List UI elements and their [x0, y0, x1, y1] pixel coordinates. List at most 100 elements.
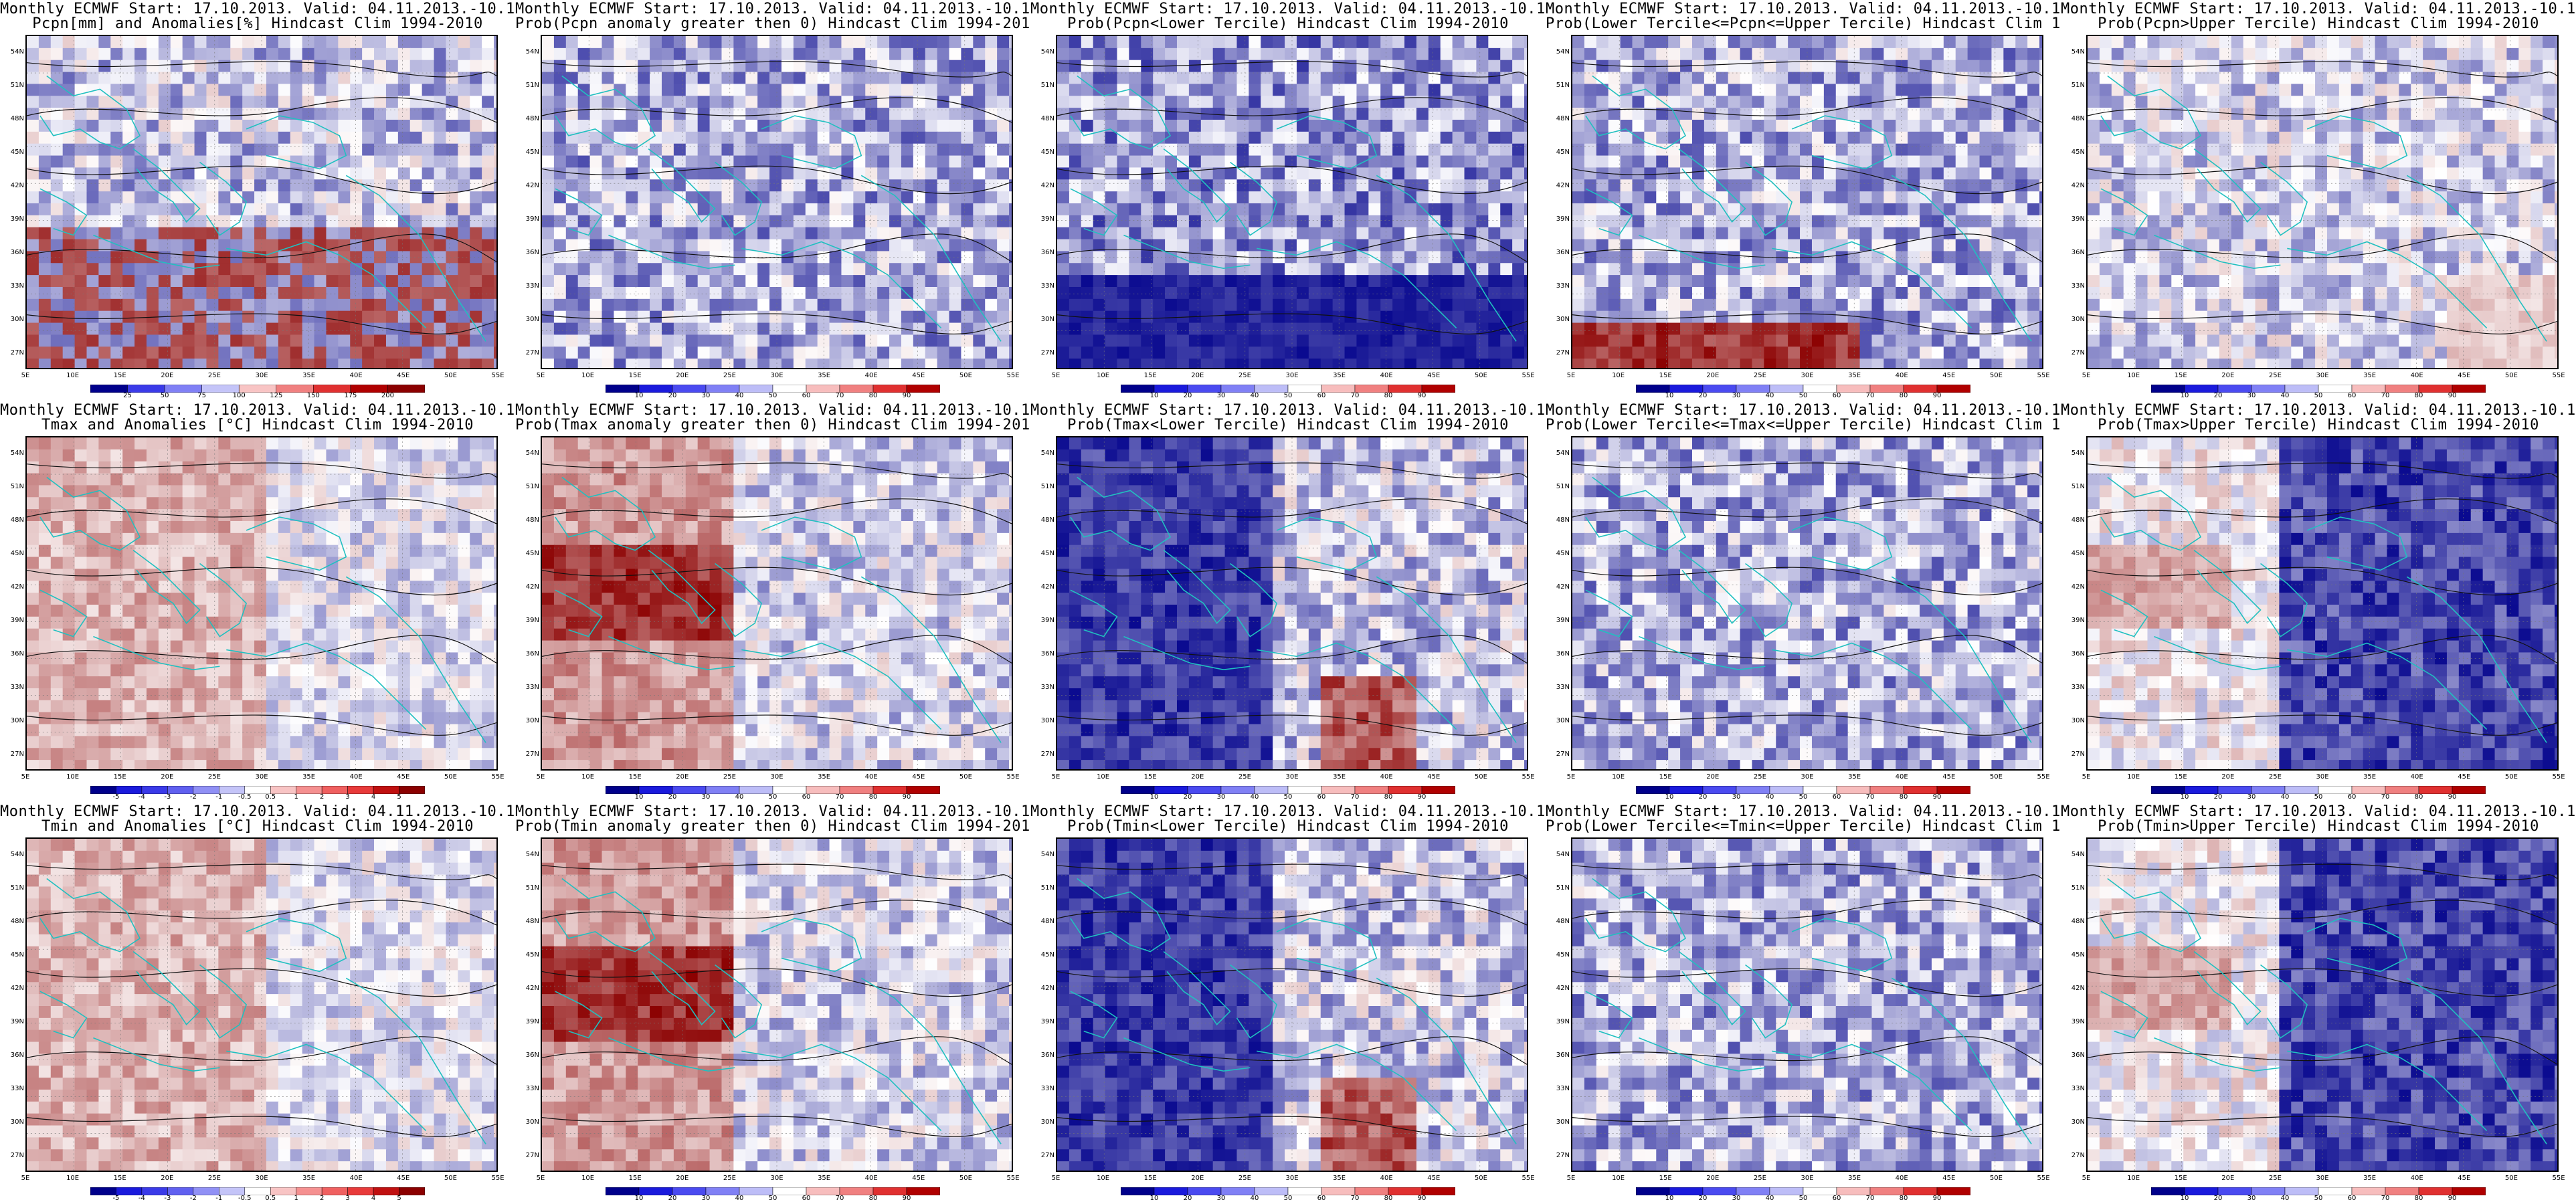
latitude-label: 33N	[2062, 684, 2085, 691]
longitude-label: 5E	[12, 372, 39, 379]
colorbar-label: 50	[2305, 1195, 2332, 1202]
latitude-label: 42N	[1, 583, 24, 591]
longitude-label: 40E	[858, 773, 885, 781]
forecast-panel: Monthly ECMWF Start: 17.10.2013. Valid: …	[2061, 0, 2576, 401]
forecast-map	[541, 837, 1013, 1172]
forecast-map	[2086, 35, 2559, 369]
latitude-label: 39N	[1, 617, 24, 624]
colorbar-label: 80	[860, 1195, 887, 1202]
latitude-label: 39N	[1, 215, 24, 223]
longitude-label: 55E	[484, 1175, 511, 1182]
latitude-label: 39N	[1547, 1018, 1570, 1025]
longitude-label: 40E	[858, 372, 885, 379]
map-field	[2088, 839, 2557, 1171]
longitude-label: 40E	[2403, 773, 2430, 781]
longitude-label: 55E	[1000, 372, 1026, 379]
panel-title-line2: Prob(Lower Tercile<=Tmin<=Upper Tercile)…	[1546, 819, 2061, 835]
colorbar-label: 150	[300, 392, 327, 399]
colorbar-label: 80	[1890, 392, 1917, 399]
latitude-label: 39N	[1032, 617, 1054, 624]
longitude-label: 40E	[1888, 372, 1915, 379]
latitude-label: 42N	[517, 583, 539, 591]
colorbar	[90, 1185, 425, 1193]
latitude-label: 33N	[517, 282, 539, 290]
latitude-label: 54N	[2062, 449, 2085, 457]
latitude-label: 51N	[517, 884, 539, 892]
colorbar-label: 60	[793, 793, 820, 801]
longitude-label: 50E	[1467, 1175, 1494, 1182]
panel-title-line2: Prob(Tmax>Upper Tercile) Hindcast Clim 1…	[2061, 417, 2576, 433]
longitude-label: 45E	[390, 1175, 417, 1182]
longitude-label: 15E	[2167, 773, 2194, 781]
longitude-label: 5E	[2073, 773, 2100, 781]
longitude-label: 25E	[716, 773, 743, 781]
longitude-label: 50E	[1467, 372, 1494, 379]
longitude-label: 35E	[296, 1175, 323, 1182]
longitude-label: 55E	[2030, 372, 2057, 379]
longitude-label: 15E	[1137, 773, 1164, 781]
latitude-label: 45N	[1032, 550, 1054, 557]
longitude-label: 25E	[2262, 773, 2288, 781]
longitude-label: 30E	[1794, 773, 1821, 781]
longitude-label: 5E	[12, 1175, 39, 1182]
longitude-label: 35E	[296, 372, 323, 379]
colorbar-label: 2	[308, 1195, 335, 1202]
latitude-label: 54N	[2062, 48, 2085, 56]
colorbar-label: 30	[1723, 392, 1750, 399]
colorbar-label: 20	[1689, 793, 1716, 801]
longitude-label: 20E	[669, 773, 696, 781]
longitude-label: 15E	[2167, 372, 2194, 379]
longitude-label: 50E	[952, 773, 979, 781]
latitude-label: 27N	[2062, 750, 2085, 758]
forecast-panel: Monthly ECMWF Start: 17.10.2013. Valid: …	[0, 401, 515, 803]
latitude-label: 33N	[1547, 684, 1570, 691]
longitude-label: 20E	[154, 773, 181, 781]
longitude-label: 15E	[106, 372, 133, 379]
latitude-label: 48N	[1, 115, 24, 122]
longitude-label: 40E	[858, 1175, 885, 1182]
latitude-label: 33N	[1, 1085, 24, 1092]
longitude-label: 30E	[1279, 372, 1305, 379]
colorbar-label: 70	[826, 793, 853, 801]
colorbar-label: 50	[759, 392, 786, 399]
latitude-label: 42N	[517, 985, 539, 992]
longitude-label: 10E	[2120, 773, 2147, 781]
colorbar-label: 90	[2439, 1195, 2466, 1202]
colorbar-label: 20	[659, 1195, 686, 1202]
latitude-label: 54N	[1547, 449, 1570, 457]
map-field	[542, 839, 1012, 1171]
colorbar-label: 30	[693, 1195, 719, 1202]
longitude-label: 50E	[1983, 1175, 2009, 1182]
latitude-label: 30N	[517, 717, 539, 724]
longitude-label: 50E	[2498, 773, 2524, 781]
latitude-label: 36N	[517, 1051, 539, 1059]
latitude-label: 36N	[1, 650, 24, 658]
latitude-label: 42N	[2062, 583, 2085, 591]
colorbar-label: 60	[1308, 1195, 1335, 1202]
colorbar-label: 10	[1141, 392, 1168, 399]
longitude-label: 50E	[437, 1175, 464, 1182]
longitude-label: 15E	[622, 1175, 648, 1182]
colorbar-label: 80	[1890, 793, 1917, 801]
colorbar-label: 10	[626, 1195, 652, 1202]
latitude-label: 39N	[517, 1018, 539, 1025]
colorbar-label: 25	[114, 392, 141, 399]
longitude-label: 10E	[60, 1175, 86, 1182]
colorbar-label: 2	[308, 793, 335, 801]
latitude-label: 42N	[1547, 583, 1570, 591]
latitude-label: 54N	[1547, 48, 1570, 56]
longitude-label: 55E	[2545, 773, 2572, 781]
longitude-label: 40E	[1373, 372, 1400, 379]
longitude-label: 5E	[1558, 773, 1584, 781]
colorbar-label: 4	[360, 1195, 387, 1202]
colorbar-label: 20	[659, 392, 686, 399]
longitude-label: 35E	[1841, 1175, 1868, 1182]
colorbar-label: 70	[2372, 1195, 2399, 1202]
latitude-label: 45N	[1, 951, 24, 959]
forecast-panel: Monthly ECMWF Start: 17.10.2013. Valid: …	[1030, 401, 1546, 803]
colorbar-label: 40	[2272, 1195, 2298, 1202]
longitude-label: 10E	[1090, 773, 1117, 781]
latitude-label: 30N	[517, 1118, 539, 1126]
colorbar-label: 10	[2171, 1195, 2198, 1202]
longitude-label: 55E	[2545, 1175, 2572, 1182]
